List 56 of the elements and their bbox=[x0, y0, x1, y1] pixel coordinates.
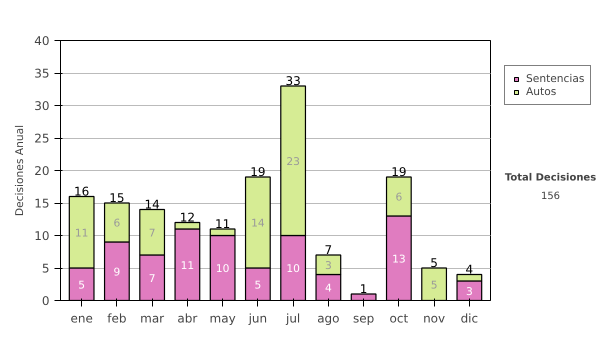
data-label: 6 bbox=[395, 190, 402, 204]
total-label: 1 bbox=[360, 282, 368, 296]
data-label: 14 bbox=[251, 216, 265, 230]
x-tick-label: ago bbox=[317, 312, 340, 326]
text: 156 bbox=[540, 191, 560, 202]
data-label: 6 bbox=[114, 216, 121, 230]
total-label: 33 bbox=[285, 74, 301, 88]
y-tick-label: 30 bbox=[34, 99, 50, 113]
data-label: 23 bbox=[286, 154, 300, 168]
data-label: 13 bbox=[392, 252, 406, 266]
x-tick-label: jun bbox=[248, 312, 268, 326]
x-tick-label: dic bbox=[460, 312, 478, 326]
text: Total Decisiones bbox=[504, 172, 596, 184]
y-tick-label: 20 bbox=[34, 164, 50, 178]
x-tick-label: may bbox=[210, 312, 236, 326]
y-tick-label: 25 bbox=[34, 132, 50, 146]
y-tick-label: 0 bbox=[42, 294, 50, 308]
data-label: 3 bbox=[466, 284, 473, 298]
data-label: 10 bbox=[216, 262, 230, 275]
y-tick-label: 15 bbox=[34, 196, 50, 210]
legend-label: Sentencias bbox=[526, 72, 584, 85]
data-label: 5 bbox=[78, 278, 86, 292]
total-label: 4 bbox=[466, 262, 474, 276]
data-label: 11 bbox=[180, 258, 194, 272]
x-tick-label: sep bbox=[352, 312, 374, 326]
total-label: 7 bbox=[324, 243, 332, 257]
legend-label: Autos bbox=[526, 85, 556, 98]
total-label: 14 bbox=[144, 198, 160, 212]
x-tick-label: abr bbox=[177, 312, 198, 326]
y-axis-title: Decisiones Anual bbox=[13, 124, 26, 216]
data-label: 10 bbox=[286, 262, 300, 275]
y-tick-label: 40 bbox=[34, 34, 50, 48]
data-label: 11 bbox=[74, 226, 88, 240]
data-label: 4 bbox=[324, 282, 332, 294]
total-label: 19 bbox=[250, 165, 266, 179]
x-tick-label: feb bbox=[107, 312, 127, 326]
total-label: 12 bbox=[180, 210, 196, 224]
total-label: 5 bbox=[430, 256, 438, 270]
total-label: 11 bbox=[214, 217, 230, 231]
x-tick-label: nov bbox=[423, 312, 446, 326]
x-tick-label: ene bbox=[70, 312, 93, 326]
y-tick-label: 5 bbox=[42, 262, 50, 276]
data-label: 9 bbox=[114, 265, 121, 278]
x-tick-label: mar bbox=[140, 312, 164, 326]
data-label: 7 bbox=[148, 226, 156, 240]
y-tick-label: 35 bbox=[34, 66, 50, 80]
data-label: 5 bbox=[254, 278, 262, 292]
data-label: 5 bbox=[430, 278, 438, 292]
y-tick-label: 10 bbox=[34, 229, 50, 243]
data-label: 7 bbox=[148, 272, 156, 285]
x-tick-label: jul bbox=[284, 312, 300, 326]
total-label: 15 bbox=[109, 191, 125, 205]
total-label: 16 bbox=[74, 184, 90, 198]
total-label: 19 bbox=[391, 165, 407, 179]
data-label: 3 bbox=[324, 258, 332, 272]
x-tick-label: oct bbox=[390, 312, 408, 326]
